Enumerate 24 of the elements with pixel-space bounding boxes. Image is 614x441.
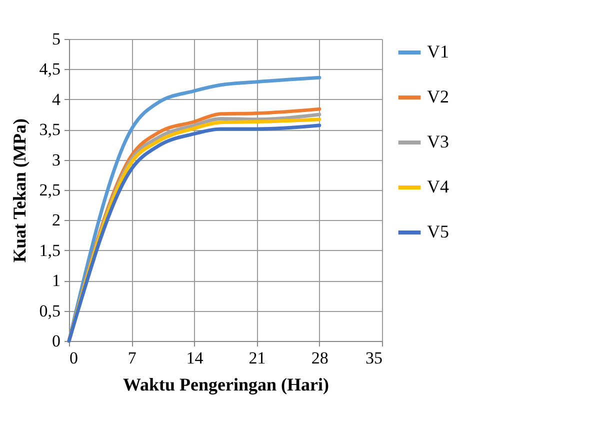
legend-label: V3 bbox=[427, 132, 449, 152]
y-tick-label: 4,5 bbox=[39, 60, 60, 79]
y-tick-label: 0,5 bbox=[39, 301, 60, 320]
y-tick-label: 2 bbox=[52, 210, 60, 230]
x-axis-title: Waktu Pengeringan (Hari) bbox=[123, 374, 330, 394]
x-tick-label: 14 bbox=[186, 348, 204, 368]
legend-label: V4 bbox=[427, 176, 449, 196]
legend-label: V1 bbox=[427, 42, 449, 62]
legend-label: V5 bbox=[427, 222, 449, 242]
x-tick-label: 35 bbox=[366, 348, 382, 368]
y-tick-label: 3,5 bbox=[39, 120, 60, 140]
y-tick-label: 2,5 bbox=[39, 180, 60, 200]
y-tick-label: 4 bbox=[52, 90, 61, 109]
x-tick-label: 0 bbox=[70, 348, 78, 368]
y-tick-label: 3 bbox=[52, 150, 60, 170]
x-tick-label: 28 bbox=[311, 348, 328, 368]
y-tick-label: 5 bbox=[52, 30, 60, 48]
x-tick-label: 7 bbox=[128, 348, 137, 368]
x-tick-label: 21 bbox=[248, 348, 266, 368]
legend-label: V2 bbox=[427, 86, 449, 106]
y-axis-title: Kuat Tekan (MPa) bbox=[9, 118, 30, 263]
y-tick-label: 0 bbox=[52, 332, 60, 350]
y-tick-label: 1,5 bbox=[39, 240, 60, 260]
y-tick-label: 1 bbox=[52, 271, 60, 290]
